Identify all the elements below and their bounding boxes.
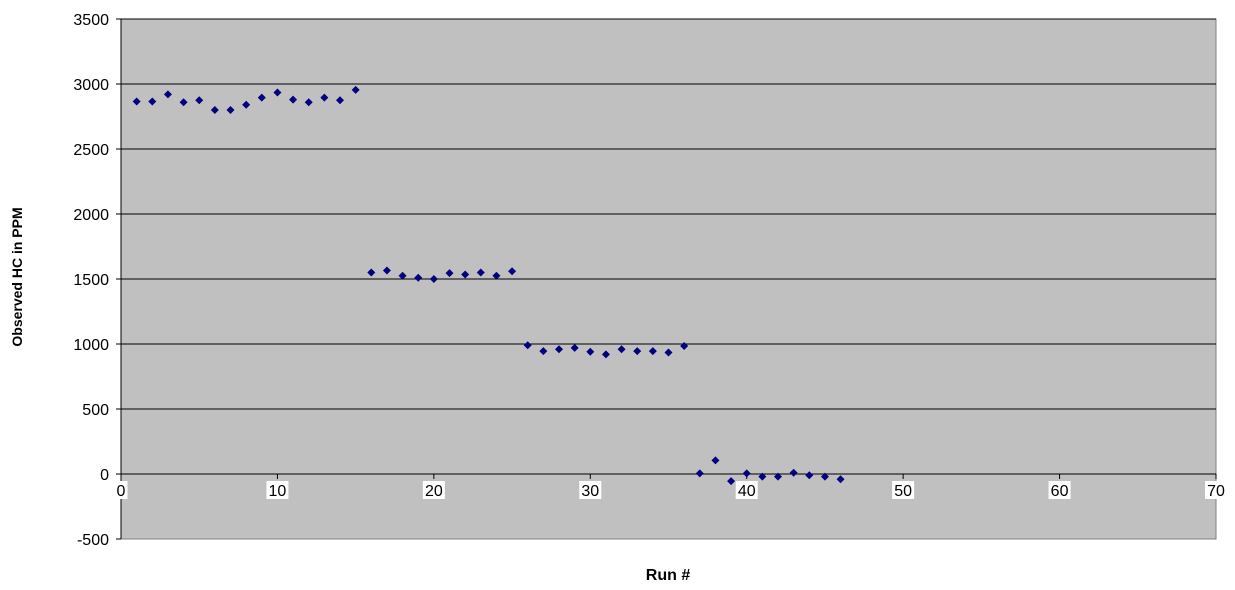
data-point (461, 270, 470, 279)
data-point (711, 456, 720, 465)
y-tick-label: 1500 (73, 272, 109, 289)
data-point (570, 343, 579, 352)
x-tick-label: 20 (425, 483, 443, 500)
x-tick-label-background (266, 481, 289, 499)
data-point (836, 475, 845, 484)
tick-labels: -500 0 500 1000 1500 2000 2500 3000 3500 0 10 20 30 4… (73, 12, 1227, 549)
data-point (195, 96, 204, 105)
x-tick-label: 30 (581, 483, 599, 500)
data-point (179, 98, 188, 107)
data-point (727, 477, 736, 486)
data-point (758, 472, 767, 481)
data-point (539, 347, 548, 356)
x-tick-label: 10 (269, 483, 287, 500)
data-point (226, 106, 235, 114)
data-point (445, 269, 454, 278)
x-tick-label-background (579, 481, 602, 499)
y-tick-label: 0 (100, 467, 109, 484)
x-tick-label: 0 (117, 483, 126, 500)
x-tick-label-background (1205, 481, 1227, 499)
x-tick-label-background (892, 481, 915, 499)
data-point (320, 93, 329, 102)
data-point (680, 341, 689, 350)
data-point (242, 100, 251, 109)
data-point (789, 468, 798, 477)
axes (116, 18, 1217, 540)
x-tick-label-background (422, 481, 445, 499)
data-point (367, 268, 376, 277)
data-point (429, 275, 438, 283)
data-point (648, 347, 657, 356)
data-point (805, 471, 814, 480)
y-tick-label: -500 (77, 532, 109, 549)
x-tick-label: 40 (738, 483, 756, 500)
x-tick-label: 70 (1207, 483, 1225, 500)
data-point (774, 472, 782, 481)
data-point (492, 271, 501, 280)
x-tick-label-background (114, 481, 128, 499)
y-tick-label: 3500 (73, 12, 109, 29)
data-point (601, 350, 610, 359)
x-axis-title: Run # (646, 567, 691, 584)
data-point (210, 106, 219, 114)
data-point (382, 266, 391, 275)
data-point (257, 93, 266, 102)
data-point (633, 347, 642, 356)
data-point (148, 97, 157, 106)
data-point (132, 97, 141, 106)
data-point (336, 96, 344, 105)
x-tick-label-background (735, 481, 758, 499)
x-tick-label: 50 (894, 483, 912, 500)
y-tick-label: 500 (82, 402, 109, 419)
data-point (742, 469, 751, 478)
y-tick-label: 2500 (73, 142, 109, 159)
data-point (523, 341, 532, 350)
y-tick-label: 1000 (73, 337, 109, 354)
data-point (304, 98, 313, 107)
data-point (586, 347, 595, 356)
x-tick-label-background (1048, 481, 1071, 499)
data-point (617, 345, 626, 354)
data-point (820, 472, 829, 481)
data-point (273, 88, 282, 97)
data-point (476, 268, 485, 277)
data-point (555, 345, 563, 354)
y-axis-title: Observed HC in PPM (9, 207, 25, 346)
data-point (398, 271, 407, 280)
data-points (132, 85, 845, 486)
data-point (289, 95, 298, 104)
y-tick-label: 3000 (73, 77, 109, 94)
y-tick-label: 2000 (73, 207, 109, 224)
data-point (163, 90, 172, 99)
data-point (508, 267, 517, 276)
data-point (695, 469, 704, 478)
x-tick-label: 60 (1051, 483, 1069, 500)
data-point (664, 348, 673, 357)
data-point (414, 273, 423, 282)
data-point (351, 85, 360, 94)
